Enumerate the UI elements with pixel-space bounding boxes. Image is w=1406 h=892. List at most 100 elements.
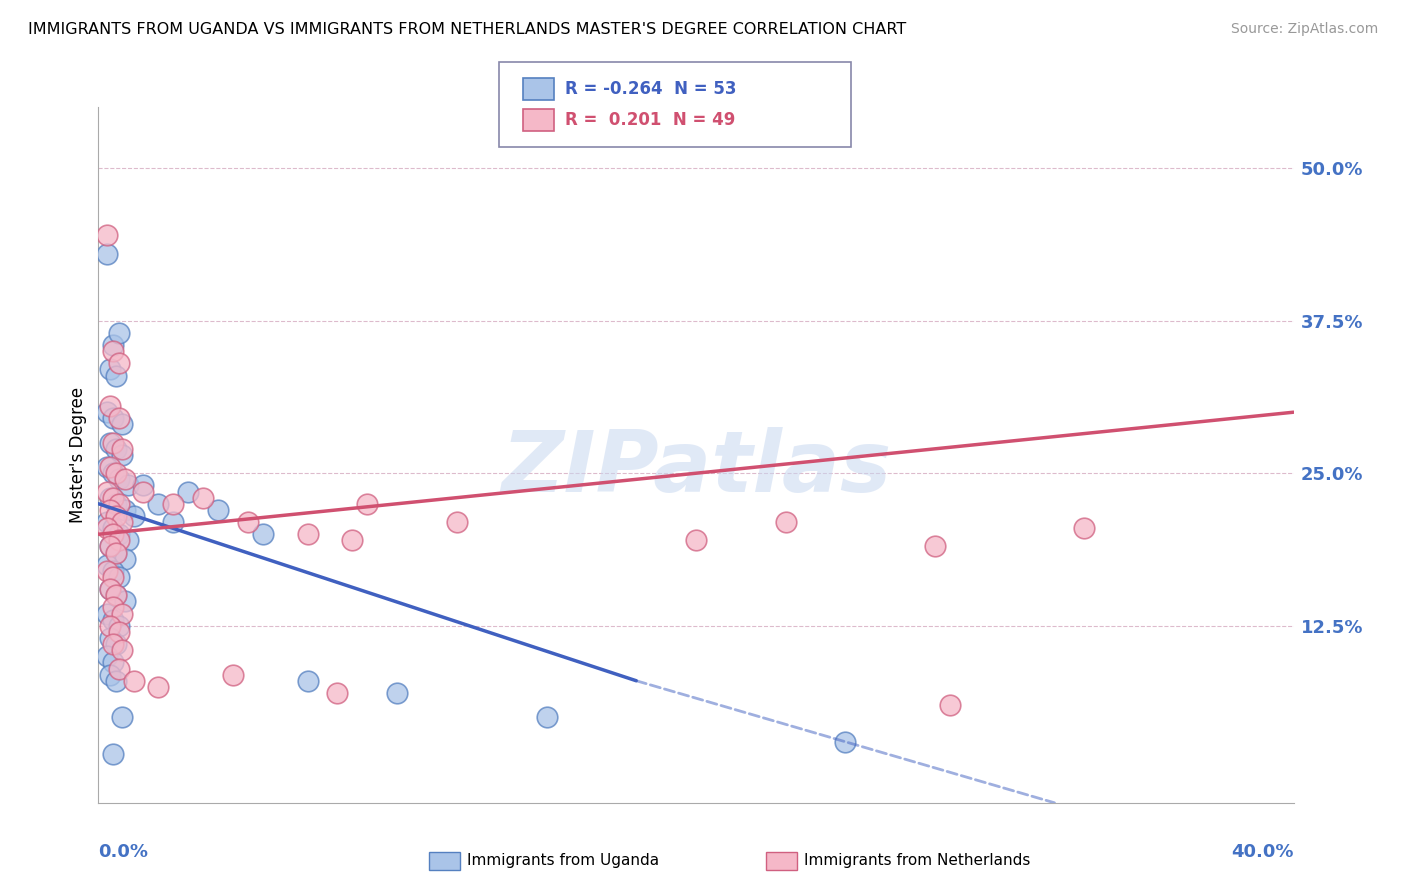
Point — [105, 442, 128, 456]
Point — [236, 515, 259, 529]
Point — [924, 540, 946, 554]
Point — [96, 484, 118, 499]
Text: Immigrants from Netherlands: Immigrants from Netherlands — [804, 854, 1031, 868]
Point — [103, 411, 125, 425]
Point — [124, 508, 146, 523]
Point — [108, 570, 131, 584]
Point — [103, 435, 125, 450]
Point — [96, 607, 118, 621]
Point — [96, 649, 118, 664]
Point — [98, 435, 122, 450]
Point — [162, 515, 184, 529]
Point — [114, 594, 136, 608]
Point — [103, 527, 125, 541]
Point — [105, 545, 128, 559]
Point — [114, 503, 136, 517]
Point — [103, 467, 125, 481]
Text: Source: ZipAtlas.com: Source: ZipAtlas.com — [1230, 22, 1378, 37]
Point — [177, 484, 200, 499]
Point — [124, 673, 146, 688]
Point — [96, 460, 118, 475]
Point — [98, 503, 122, 517]
Point — [207, 503, 229, 517]
Point — [103, 570, 125, 584]
Text: R =  0.201  N = 49: R = 0.201 N = 49 — [565, 111, 735, 129]
Point — [98, 491, 122, 505]
Point — [105, 368, 128, 383]
Point — [96, 564, 118, 578]
Point — [252, 527, 274, 541]
Point — [96, 558, 118, 572]
Point — [1073, 521, 1095, 535]
Point — [98, 667, 122, 681]
Point — [191, 491, 214, 505]
Point — [111, 710, 134, 724]
Text: Immigrants from Uganda: Immigrants from Uganda — [467, 854, 659, 868]
Text: 0.0%: 0.0% — [98, 843, 149, 861]
Point — [132, 484, 155, 499]
Text: ZIPatlas: ZIPatlas — [501, 427, 891, 510]
Point — [297, 527, 319, 541]
Point — [108, 661, 131, 675]
Point — [98, 540, 122, 554]
Point — [105, 545, 128, 559]
Point — [108, 472, 131, 486]
Point — [108, 497, 131, 511]
Text: R = -0.264  N = 53: R = -0.264 N = 53 — [565, 79, 737, 98]
Point — [103, 344, 125, 359]
Point — [96, 515, 118, 529]
Point — [685, 533, 707, 548]
Point — [108, 533, 131, 548]
Y-axis label: Master's Degree: Master's Degree — [69, 387, 87, 523]
Point — [96, 405, 118, 419]
Point — [222, 667, 245, 681]
Point — [105, 673, 128, 688]
Point — [111, 448, 134, 462]
Point — [108, 326, 131, 340]
Point — [105, 497, 128, 511]
Point — [103, 747, 125, 761]
Point — [103, 613, 125, 627]
Point — [132, 478, 155, 492]
Point — [103, 637, 125, 651]
Point — [98, 631, 122, 645]
Point — [108, 411, 131, 425]
Point — [103, 338, 125, 352]
Point — [103, 656, 125, 670]
Point — [111, 417, 134, 432]
Point — [98, 362, 122, 376]
Point — [98, 460, 122, 475]
Point — [148, 497, 170, 511]
Point — [117, 533, 139, 548]
Point — [536, 710, 558, 724]
Point — [111, 442, 134, 456]
Point — [98, 619, 122, 633]
Point — [105, 637, 128, 651]
Point — [385, 686, 409, 700]
Point — [96, 521, 118, 535]
Point — [103, 600, 125, 615]
Point — [111, 607, 134, 621]
Point — [108, 619, 131, 633]
Point — [98, 399, 122, 413]
Point — [105, 588, 128, 602]
Point — [108, 624, 131, 639]
Point — [108, 527, 131, 541]
Point — [326, 686, 349, 700]
Point — [98, 582, 122, 597]
Point — [105, 508, 128, 523]
Point — [939, 698, 962, 713]
Point — [114, 551, 136, 566]
Point — [162, 497, 184, 511]
Point — [105, 467, 128, 481]
Point — [96, 246, 118, 260]
Point — [111, 515, 134, 529]
Point — [111, 643, 134, 657]
Point — [103, 521, 125, 535]
Point — [342, 533, 364, 548]
Point — [105, 588, 128, 602]
Point — [775, 515, 797, 529]
Point — [98, 582, 122, 597]
Point — [356, 497, 378, 511]
Point — [297, 673, 319, 688]
